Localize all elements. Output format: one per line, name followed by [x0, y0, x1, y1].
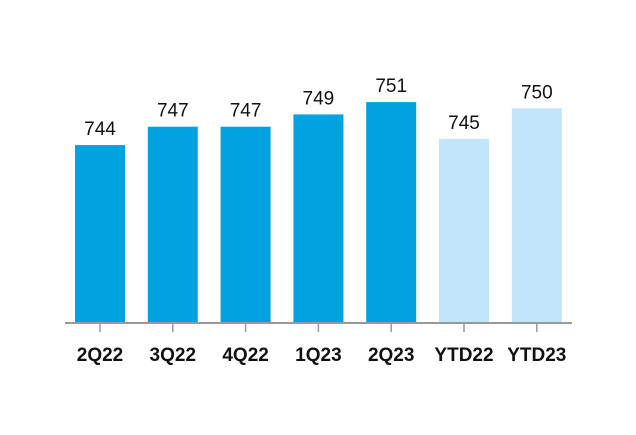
- x-tick-label-1q23: 1Q23: [295, 345, 341, 366]
- x-axis: [65, 322, 572, 332]
- value-label-2q23: 751: [375, 76, 407, 97]
- bar-ytd23: [511, 108, 562, 323]
- bar-2q22: [75, 145, 125, 323]
- value-label-ytd22: 745: [448, 113, 480, 134]
- value-label-4q22: 747: [230, 101, 262, 122]
- x-tick-label-3q22: 3Q22: [150, 345, 196, 366]
- value-label-ytd23: 750: [521, 82, 553, 103]
- x-tick-label-2q22: 2Q22: [77, 345, 123, 366]
- x-tick-label-2q23: 2Q23: [368, 345, 414, 366]
- x-tick-label-ytd22: YTD22: [434, 345, 493, 366]
- x-tick-label-4q22: 4Q22: [222, 345, 268, 366]
- bar-ytd22: [439, 138, 489, 323]
- bar-3q22: [147, 126, 198, 323]
- value-labels-group: 744 747 747 749 751 745 750: [84, 76, 553, 140]
- x-tick-labels-group: 2Q22 3Q22 4Q22 1Q23 2Q23 YTD22 YTD23: [77, 345, 567, 366]
- bar-2q23: [366, 102, 417, 323]
- value-label-2q22: 744: [84, 119, 116, 140]
- x-tick-label-ytd23: YTD23: [507, 345, 566, 366]
- bar-4q22: [220, 126, 271, 323]
- value-label-3q22: 747: [157, 101, 189, 122]
- value-label-1q23: 749: [303, 88, 335, 109]
- bar-1q23: [293, 114, 344, 324]
- bars-group: [75, 102, 562, 324]
